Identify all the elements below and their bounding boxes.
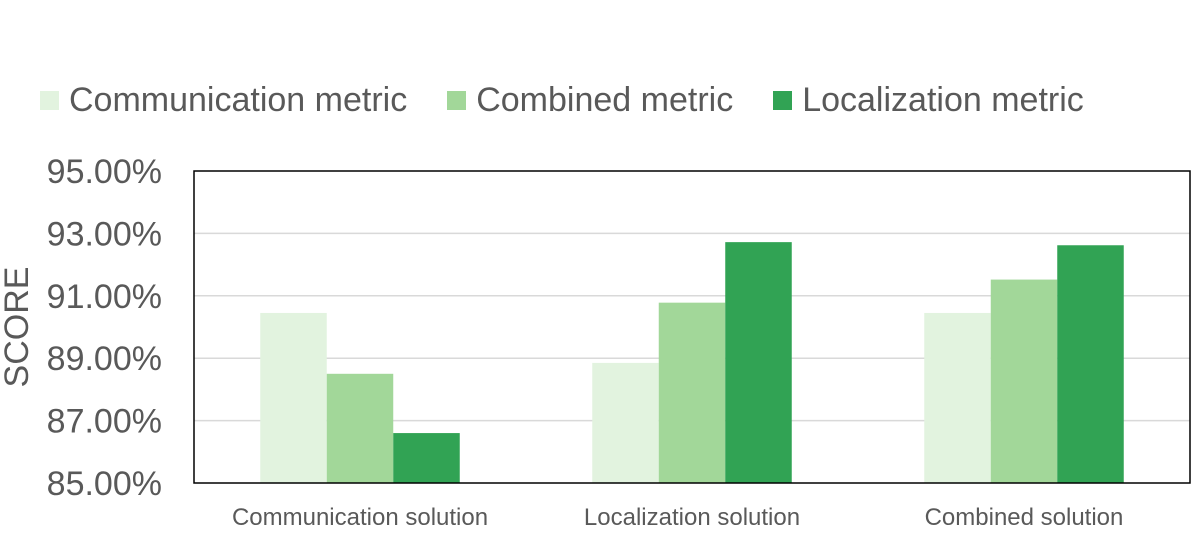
legend-label: Combined metric: [476, 80, 734, 119]
y-axis-label: SCORE: [0, 267, 36, 388]
bar-combined-metric: [990, 279, 1058, 483]
x-tick-label: Combined solution: [925, 504, 1124, 531]
y-tick-label: 89.00%: [47, 340, 162, 378]
legend-swatch-communication-metric: [40, 90, 59, 110]
plot-area-border: [193, 170, 1191, 484]
bars: [260, 242, 1124, 483]
legend-item-communication-metric: Communication metric: [40, 81, 407, 120]
legend-swatch-localization-metric: [773, 90, 793, 110]
bar-communication-metric: [260, 312, 327, 483]
y-tick-label: 87.00%: [47, 403, 162, 441]
bar-communication-metric: [924, 312, 991, 483]
bar-localization-metric: [393, 433, 460, 483]
legend-item-combined-metric: Combined metric: [447, 81, 733, 120]
x-axis-ticks: Communication solution Localization solut…: [232, 504, 1123, 531]
bar-localization-metric: [1057, 245, 1124, 483]
x-tick-label: Localization solution: [584, 504, 800, 531]
y-axis-ticks: 85.00% 87.00% 89.00% 91.00% 93.00% 95.00%: [47, 153, 162, 503]
legend-label: Communication metric: [69, 80, 408, 119]
legend-label: Localization metric: [802, 80, 1084, 119]
bar-localization-metric: [725, 242, 792, 483]
legend-item-localization-metric: Localization metric: [773, 81, 1084, 120]
legend-swatch-combined-metric: [447, 90, 467, 110]
y-tick-label: 95.00%: [47, 153, 162, 191]
bar-combined-metric: [326, 373, 394, 483]
y-tick-label: 85.00%: [47, 465, 162, 503]
bar-communication-metric: [592, 362, 659, 483]
y-tick-label: 91.00%: [47, 278, 162, 316]
y-tick-label: 93.00%: [47, 215, 162, 253]
x-tick-label: Communication solution: [232, 504, 488, 531]
bar-combined-metric: [658, 302, 726, 483]
legend: Communication metric Combined metric Loc…: [40, 76, 1084, 124]
